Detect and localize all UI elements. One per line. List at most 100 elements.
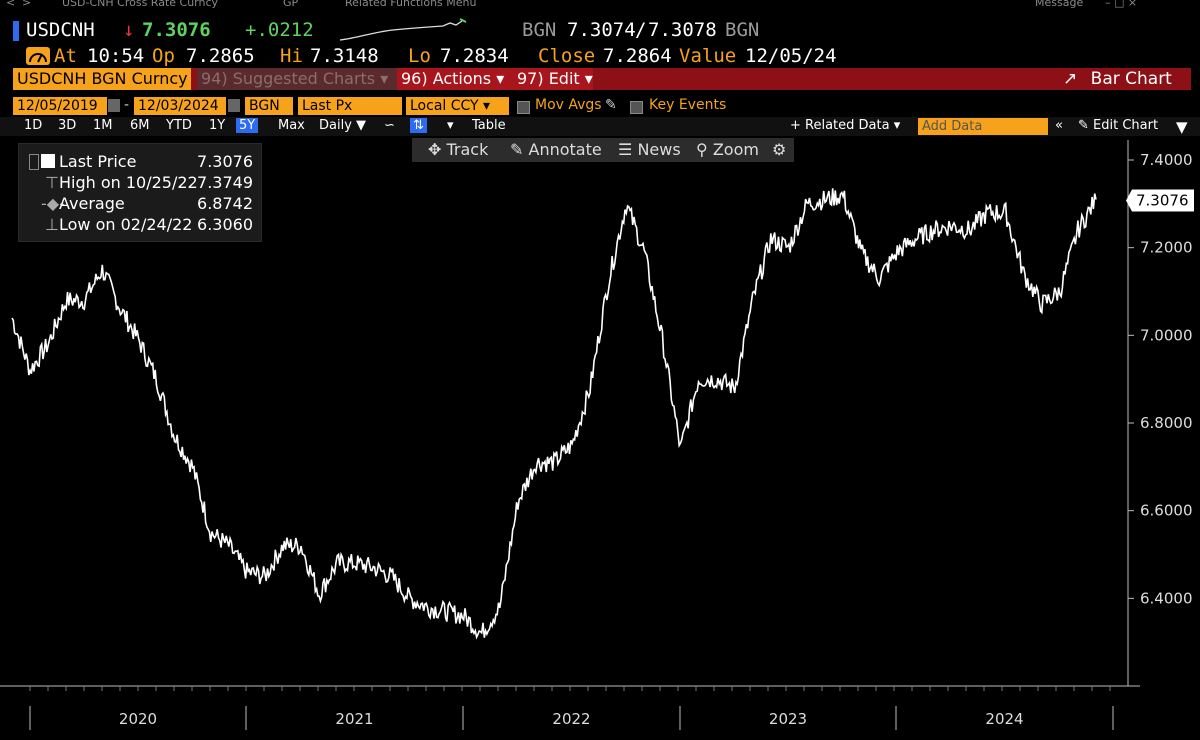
pencil-icon[interactable]: ✎ (605, 97, 617, 113)
zoom-button[interactable]: ⚲ Zoom (696, 140, 759, 159)
zoom-label: Zoom (712, 140, 759, 159)
edit-label: 97) Edit (517, 69, 580, 88)
field-selector[interactable]: Last Px (298, 97, 402, 115)
table-button[interactable]: Table (472, 118, 506, 133)
ticker-marker (13, 21, 19, 41)
dropdown-icon[interactable]: ▾ (447, 118, 454, 133)
settings-row: 12/05/2019 - 12/03/2024 BGN Last Px Loca… (0, 97, 1200, 117)
suggested-charts-button[interactable]: 94) Suggested Charts ▾ (197, 68, 401, 90)
export-icon: ↗ (1063, 69, 1078, 89)
mov-avgs-checkbox[interactable] (517, 101, 530, 114)
value-label: Value (679, 45, 737, 67)
edit-chart-label: Edit Chart (1093, 118, 1159, 133)
range-5y[interactable]: 5Y (236, 118, 259, 133)
line-chart-icon[interactable]: ∽ (384, 118, 395, 133)
legend-avg-value: 6.8742 (197, 194, 253, 213)
window-controls[interactable]: – □ × (1105, 0, 1138, 9)
quote-time: 10:54 (87, 45, 145, 67)
bar-chart-label: Bar Chart (1090, 69, 1172, 89)
x-tick-label: 2023 (769, 710, 807, 728)
track-button[interactable]: ✥ Track (428, 140, 489, 159)
range-1m[interactable]: 1M (93, 118, 113, 133)
y-tick-label: 7.4000 (1140, 151, 1193, 169)
last-price-tag (1126, 189, 1194, 212)
bid-price: 7.3074 (567, 19, 636, 41)
source-field[interactable]: BGN (245, 97, 293, 115)
range-toolbar: 1D 3D 1M 6M YTD 1Y 5Y Max Daily ▼ ∽ ⇅ ▾ … (0, 117, 1200, 136)
range-ytd[interactable]: YTD (166, 118, 192, 133)
last-price-label: 7.3076 (1126, 189, 1194, 212)
message-button[interactable]: Message (1035, 0, 1084, 9)
range-6m[interactable]: 6M (130, 118, 150, 133)
y-tick-label: 6.6000 (1140, 502, 1193, 520)
down-arrow-icon: ↓ (123, 19, 135, 41)
open-value: 7.2865 (186, 45, 255, 67)
legend-toggle-icon[interactable] (29, 154, 39, 170)
add-data-input[interactable]: Add Data (918, 118, 1048, 135)
bar-style-icon[interactable]: ⇅ (410, 118, 427, 133)
y-tick-label: 7.0000 (1140, 326, 1193, 344)
legend-low-value: 6.3060 (197, 215, 253, 234)
key-events-checkbox[interactable] (630, 101, 643, 114)
price-series (11, 188, 1097, 640)
more-options-icon[interactable]: ▼ (1176, 118, 1188, 136)
bid-source: BGN (522, 19, 557, 41)
range-max[interactable]: Max (278, 118, 305, 133)
mov-avgs-label: Mov Avgs (535, 97, 602, 113)
calendar-icon[interactable] (108, 99, 120, 112)
start-date-field[interactable]: 12/05/2019 (13, 97, 107, 115)
range-1y[interactable]: 1Y (209, 118, 226, 133)
menu-item-gp[interactable]: GP (283, 0, 299, 9)
last-price-tag-text: 7.3076 (1136, 192, 1189, 210)
quote-line: USDCNH ↓ 7.3076 +.0212 BGN 7.3074 / 7.30… (0, 18, 1200, 44)
actions-button[interactable]: 96) Actions ▾ (397, 68, 517, 90)
range-3d[interactable]: 3D (58, 118, 77, 133)
action-bar: USDCNH BGN Curncy 94) Suggested Charts ▾… (13, 68, 1191, 90)
menu-item-related[interactable]: Related Functions Menu (345, 0, 477, 9)
bar-chart-button[interactable]: ↗ Bar Chart (1063, 68, 1191, 90)
y-axis: 7.4000 7.2000 7.0000 6.8000 6.6000 6.4000 (1127, 140, 1193, 686)
at-label: At (54, 45, 77, 67)
legend-average: -◆- Average 6.8742 (19, 194, 261, 214)
news-button[interactable]: ☰ News (618, 140, 681, 159)
annotate-button[interactable]: ✎ Annotate (510, 140, 602, 159)
related-data-button[interactable]: + Related Data ▾ (790, 118, 901, 133)
value-date: 12/05/24 (745, 45, 837, 67)
calendar-icon[interactable] (228, 99, 240, 112)
x-tick-label: 2021 (335, 710, 373, 728)
legend-last-label: Last Price (59, 152, 137, 171)
x-tick-label: 2024 (985, 710, 1023, 728)
period-select[interactable]: Daily ▼ (319, 118, 367, 133)
x-tick-label: 2022 (552, 710, 590, 728)
range-1d[interactable]: 1D (24, 118, 43, 133)
settings-gear-icon[interactable]: ⚙ (772, 140, 787, 159)
y-tick-label: 6.4000 (1140, 589, 1193, 607)
back-icon[interactable]: < (6, 0, 16, 9)
stats-line: At 10:54 Op 7.2865 Hi 7.3148 Lo 7.2834 C… (0, 45, 1200, 67)
news-label: News (637, 140, 681, 159)
currency-select[interactable]: Local CCY ▾ (406, 97, 509, 115)
white-swatch-icon (41, 154, 55, 168)
low-marker-icon: ⊥ (45, 215, 59, 234)
menu-item-security[interactable]: USD-CNH Cross Rate Curncy (62, 0, 219, 9)
chart-legend: Last Price 7.3076 ⊤ High on 10/25/22 7.3… (18, 143, 262, 242)
forward-icon[interactable]: > (22, 0, 32, 9)
related-data-label: + Related Data (790, 118, 890, 133)
average-marker-icon: -◆- (41, 194, 65, 213)
edit-chart-button[interactable]: ✎ Edit Chart (1078, 118, 1159, 133)
legend-avg-label: Average (59, 194, 125, 213)
end-date-field[interactable]: 12/03/2024 (134, 97, 226, 115)
legend-low: ⊥ Low on 02/24/22 6.3060 (19, 215, 261, 235)
security-field[interactable]: USDCNH BGN Curncy (13, 68, 191, 90)
open-label: Op (152, 45, 175, 67)
high-marker-icon: ⊤ (45, 173, 59, 192)
edit-button[interactable]: 97) Edit ▾ (513, 68, 593, 90)
annotate-label: Annotate (528, 140, 602, 159)
currency-label: Local CCY (410, 98, 479, 114)
collapse-icon[interactable]: « (1055, 118, 1063, 133)
key-events-label: Key Events (649, 97, 727, 113)
sparkline-icon (339, 18, 467, 41)
ask-source: BGN (725, 19, 760, 41)
legend-high: ⊤ High on 10/25/22 7.3749 (19, 173, 261, 193)
